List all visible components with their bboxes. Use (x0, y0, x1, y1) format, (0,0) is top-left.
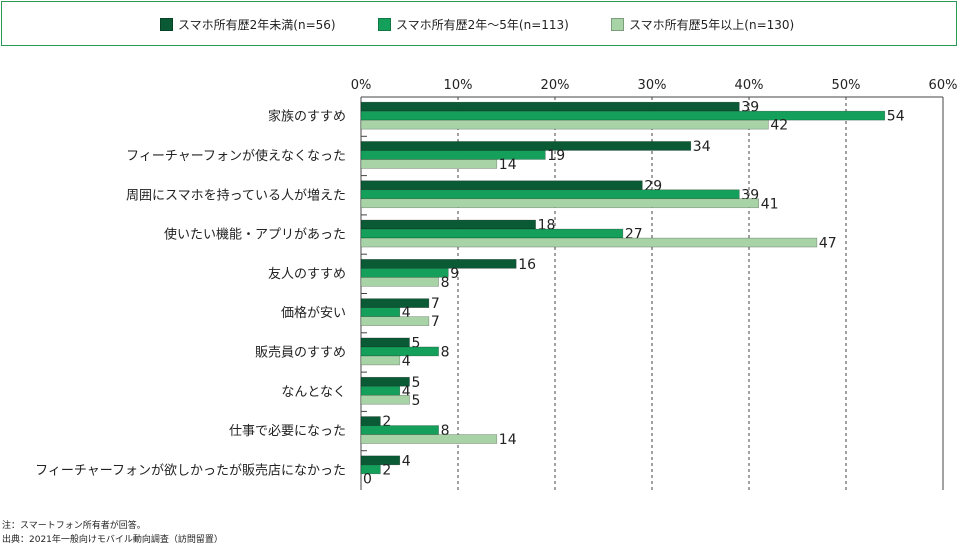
data-label: 4 (402, 305, 411, 321)
data-label: 5 (412, 393, 421, 409)
bar (360, 228, 624, 239)
bar (360, 455, 401, 466)
data-label: 4 (402, 353, 411, 369)
data-label: 7 (431, 296, 440, 312)
category-label: 周囲にスマホを持っている人が増えた (126, 188, 346, 203)
category-label: フィーチャーフォンが使えなくなった (126, 148, 346, 164)
data-label: 8 (441, 275, 450, 291)
data-label: 42 (770, 118, 788, 134)
category-label: フィーチャーフォンが欲しかったが販売店になかった (35, 462, 346, 478)
data-label: 16 (518, 257, 536, 273)
x-tick-label: 40% (735, 78, 764, 93)
legend-swatch-2-to-5-years (378, 18, 391, 31)
legend-swatch-under-2-years (160, 18, 173, 31)
source-text: 出典：2021年一般向けモバイル動向調査（訪問留置） (2, 535, 223, 545)
legend: スマホ所有歴2年未満(n=56) スマホ所有歴2年～5年(n=113) スマホ所… (1, 1, 957, 46)
bar (360, 425, 439, 435)
data-label: 2 (382, 414, 391, 430)
legend-label-under-2-years: スマホ所有歴2年未満(n=56) (178, 18, 336, 32)
bar (360, 159, 498, 169)
category-label: 仕事で必要になった (229, 424, 346, 439)
legend-label-2-to-5-years: スマホ所有歴2年～5年(n=113) (396, 18, 569, 32)
legend-item-2-to-5-years: スマホ所有歴2年～5年(n=113) (378, 16, 569, 33)
bar (360, 198, 760, 209)
bar (360, 180, 643, 191)
note-text: 注：スマートフォン所有者が回答。 (2, 521, 146, 531)
bar (360, 259, 517, 269)
data-label: 47 (819, 236, 837, 252)
category-label: 友人のすすめ (268, 266, 346, 282)
bar (360, 385, 401, 396)
data-label: 14 (499, 432, 517, 448)
x-tick-label: 50% (832, 78, 861, 93)
bar (360, 394, 410, 405)
legend-item-over-5-years: スマホ所有歴5年以上(n=130) (611, 16, 794, 33)
data-label: 54 (887, 109, 905, 125)
x-tick-label: 0% (351, 78, 372, 93)
x-tick-label: 30% (638, 78, 667, 93)
legend-item-under-2-years: スマホ所有歴2年未満(n=56) (160, 16, 336, 33)
data-label: 5 (412, 375, 421, 391)
data-label: 5 (412, 335, 421, 351)
legend-label-over-5-years: スマホ所有歴5年以上(n=130) (629, 18, 795, 32)
bar (360, 346, 439, 357)
footnotes: 注：スマートフォン所有者が回答。 出典：2021年一般向けモバイル動向調査（訪問… (2, 519, 223, 547)
data-label: 14 (499, 157, 517, 173)
bar (360, 307, 401, 317)
bar (360, 237, 818, 248)
bar (360, 464, 381, 475)
data-label: 19 (547, 148, 565, 164)
data-label: 2 (382, 462, 391, 478)
bar (360, 337, 410, 348)
data-label: 0 (363, 471, 372, 487)
bar (360, 268, 449, 278)
data-label: 4 (402, 384, 411, 400)
x-tick-label: 60% (929, 78, 958, 93)
data-label: 4 (402, 453, 411, 469)
x-tick-label: 10% (444, 78, 473, 93)
bar (360, 277, 439, 287)
category-label: なんとなく (281, 385, 346, 400)
bar (360, 416, 381, 426)
data-label: 8 (441, 423, 450, 439)
bar (360, 355, 401, 366)
bar (360, 189, 740, 200)
data-label: 41 (761, 196, 779, 212)
bar (360, 150, 546, 160)
x-tick-label: 20% (541, 78, 570, 93)
legend-swatch-over-5-years (611, 18, 624, 31)
bar (360, 110, 886, 121)
bar (360, 141, 692, 151)
data-label: 9 (450, 266, 459, 282)
bar (360, 119, 769, 130)
data-label: 8 (441, 344, 450, 360)
category-label: 価格が安い (281, 305, 346, 321)
category-label: 家族のすすめ (268, 109, 346, 125)
data-label: 7 (431, 314, 440, 330)
bar (360, 316, 430, 326)
category-label: 販売員のすすめ (255, 344, 346, 360)
category-label: 使いたい機能・アプリがあった (164, 227, 346, 243)
data-label: 34 (693, 139, 711, 155)
bar (360, 219, 536, 230)
bar (360, 101, 740, 112)
bar (360, 298, 430, 308)
bar (360, 434, 498, 444)
